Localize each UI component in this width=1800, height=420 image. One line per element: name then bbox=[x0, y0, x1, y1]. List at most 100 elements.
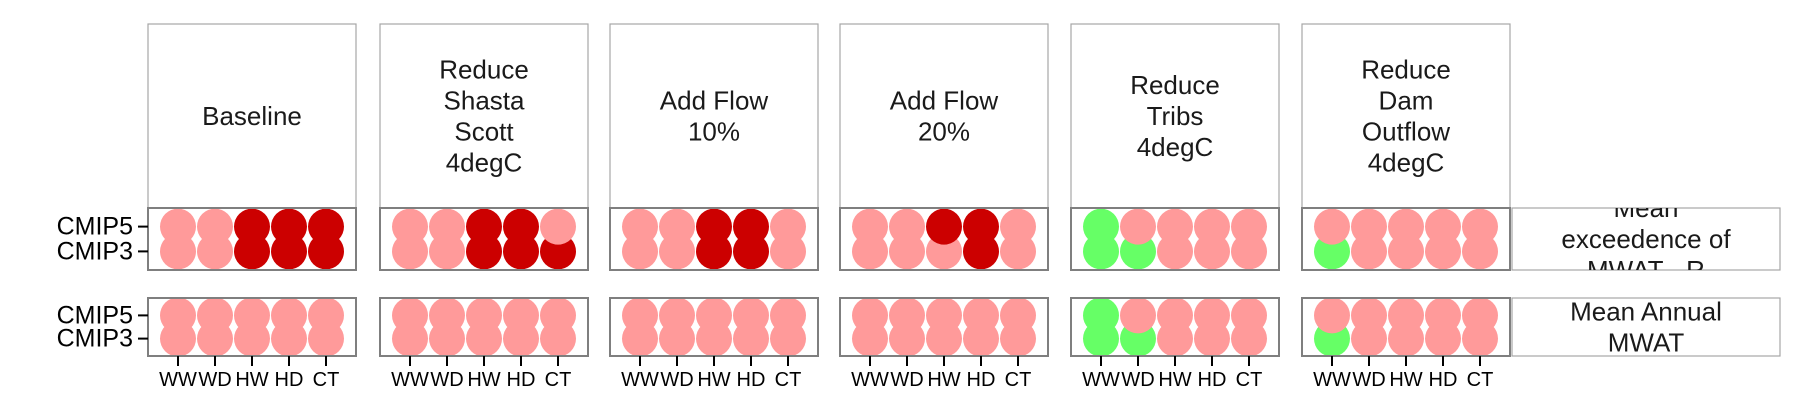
panel bbox=[609, 207, 819, 271]
panel bbox=[147, 207, 357, 271]
dot-cmip5-ww bbox=[622, 208, 658, 245]
dot-cmip5-hw bbox=[1388, 297, 1424, 334]
x-tick-label: HD bbox=[275, 369, 304, 391]
panel bbox=[1301, 207, 1511, 271]
facet-title-line: 10% bbox=[688, 117, 740, 147]
dot-cmip3-ct bbox=[308, 233, 344, 270]
dot-cmip5-hd bbox=[271, 208, 307, 245]
facet-title-line: 4degC bbox=[1368, 148, 1445, 178]
panel-border bbox=[1070, 207, 1280, 271]
x-axis: WW WD HW HD CT WW WD HW HD CT WW WD HW HD CT WW WD HW HD CT… bbox=[159, 356, 1493, 391]
x-tick-label: WD bbox=[198, 369, 231, 391]
dot-cmip3-ww bbox=[1083, 233, 1119, 270]
dot-cmip3-wd bbox=[1351, 233, 1387, 270]
facet-title-line: Reduce bbox=[1361, 55, 1451, 85]
facet-strip-box bbox=[147, 23, 357, 209]
facet-strip-box bbox=[839, 23, 1049, 209]
dot-cmip5-hw bbox=[234, 297, 270, 334]
panel-border bbox=[609, 207, 819, 271]
dot-cmip5-hd bbox=[1425, 297, 1461, 334]
dot-cmip5-ww bbox=[852, 297, 888, 334]
dot-cmip5-hw bbox=[1388, 208, 1424, 245]
dot-cmip5-wd bbox=[659, 208, 695, 245]
dot-cmip5-hd bbox=[503, 297, 539, 334]
dot-cmip3-ww bbox=[622, 233, 658, 270]
x-tick-label: HW bbox=[1389, 369, 1422, 391]
dot-cmip5-ww bbox=[622, 297, 658, 334]
x-tick-label: HD bbox=[737, 369, 766, 391]
facet-title-line: Scott bbox=[454, 117, 514, 147]
x-tick-label: CT bbox=[313, 369, 340, 391]
dot-cmip5-wd bbox=[889, 297, 925, 334]
dot-cmip5-wd bbox=[1120, 297, 1156, 334]
dot-cmip3-hd bbox=[503, 233, 539, 270]
panel bbox=[839, 207, 1049, 271]
panel bbox=[147, 297, 357, 357]
x-tick-label: HD bbox=[507, 369, 536, 391]
dot-cmip3-hw bbox=[466, 233, 502, 270]
metric-strip-box bbox=[1511, 207, 1781, 271]
dot-cmip5-ct bbox=[540, 208, 576, 245]
y-tick-label: CMIP5 bbox=[57, 213, 133, 241]
x-tick-label: WW bbox=[851, 369, 889, 391]
dot-cmip5-ww bbox=[852, 208, 888, 245]
dot-cmip5-hd bbox=[271, 297, 307, 334]
panel bbox=[1301, 297, 1511, 357]
y-tick-label: CMIP3 bbox=[57, 325, 133, 353]
dot-cmip3-ww bbox=[160, 233, 196, 270]
facet-title-line: Tribs bbox=[1147, 101, 1204, 131]
facet-title-line: Reduce bbox=[439, 55, 529, 85]
dot-cmip5-wd bbox=[659, 297, 695, 334]
dot-cmip3-ct bbox=[1462, 233, 1498, 270]
dot-cmip5-ww bbox=[160, 208, 196, 245]
facet-title-line: Shasta bbox=[444, 86, 525, 116]
dot-cmip3-ww bbox=[852, 233, 888, 270]
dot-cmip5-hd bbox=[963, 208, 999, 245]
dot-cmip5-ct bbox=[1462, 297, 1498, 334]
dot-cmip3-hw bbox=[926, 233, 962, 270]
dot-cmip3-ct bbox=[1000, 233, 1036, 270]
dot-cmip5-wd bbox=[1120, 208, 1156, 245]
dot-cmip5-wd bbox=[197, 297, 233, 334]
dot-cmip5-hd bbox=[733, 208, 769, 245]
dot-cmip3-hd bbox=[271, 233, 307, 270]
dot-cmip5-ww bbox=[1314, 297, 1350, 334]
dot-cmip5-ct bbox=[308, 297, 344, 334]
facet-title-line: Reduce bbox=[1130, 70, 1220, 100]
x-tick-label: CT bbox=[545, 369, 572, 391]
metric-label-line: Mean Annual bbox=[1570, 297, 1722, 327]
x-tick-label: WD bbox=[430, 369, 463, 391]
dot-cmip5-hd bbox=[1194, 208, 1230, 245]
dot-cmip3-hd bbox=[963, 233, 999, 270]
x-tick-label: HW bbox=[697, 369, 730, 391]
dot-cmip3-wd bbox=[889, 233, 925, 270]
panel bbox=[609, 297, 819, 357]
facet-title-line: 4degC bbox=[446, 148, 523, 178]
x-tick-label: CT bbox=[1236, 369, 1263, 391]
dot-cmip5-hw bbox=[926, 297, 962, 334]
facet-strip: Baseline bbox=[147, 23, 357, 209]
x-tick-label: WW bbox=[621, 369, 659, 391]
x-tick-label: WD bbox=[890, 369, 923, 391]
dot-cmip5-ct bbox=[770, 208, 806, 245]
metric-label-line: exceedence of bbox=[1561, 224, 1731, 254]
dot-cmip5-hw bbox=[1157, 208, 1193, 245]
panels bbox=[147, 207, 1511, 357]
metric-label-line: Mean bbox=[1613, 193, 1678, 223]
dot-cmip5-ct bbox=[1231, 208, 1267, 245]
panel bbox=[379, 207, 589, 271]
dot-cmip3-wd bbox=[1120, 233, 1156, 270]
dot-cmip3-ww bbox=[1314, 233, 1350, 270]
panel-border bbox=[379, 207, 589, 271]
x-tick-label: HD bbox=[1198, 369, 1227, 391]
dot-cmip3-wd bbox=[429, 233, 465, 270]
dot-cmip5-ct bbox=[1231, 297, 1267, 334]
x-tick-label: HD bbox=[1429, 369, 1458, 391]
x-tick-label: CT bbox=[775, 369, 802, 391]
x-tick-label: HW bbox=[1158, 369, 1191, 391]
